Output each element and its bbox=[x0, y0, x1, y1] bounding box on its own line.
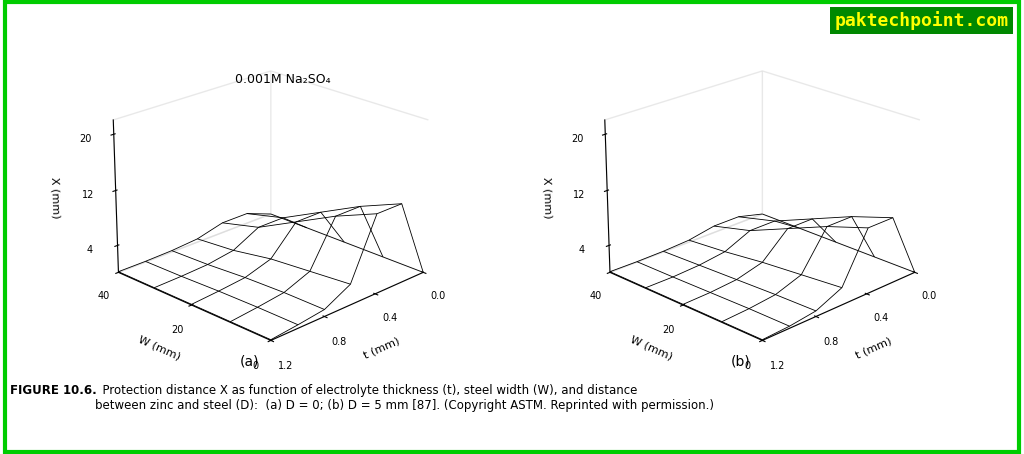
X-axis label: t (mm): t (mm) bbox=[854, 336, 893, 361]
Text: (a): (a) bbox=[240, 355, 259, 369]
Text: FIGURE 10.6.: FIGURE 10.6. bbox=[10, 384, 97, 397]
X-axis label: t (mm): t (mm) bbox=[362, 336, 401, 361]
Y-axis label: W (mm): W (mm) bbox=[137, 335, 182, 362]
Text: (b): (b) bbox=[731, 355, 751, 369]
Text: 0.001M Na₂SO₄: 0.001M Na₂SO₄ bbox=[236, 73, 331, 86]
Text: paktechpoint.com: paktechpoint.com bbox=[835, 11, 1009, 30]
Y-axis label: W (mm): W (mm) bbox=[629, 335, 674, 362]
Text: Protection distance X as function of electrolyte thickness (t), steel width (W),: Protection distance X as function of ele… bbox=[95, 384, 714, 412]
